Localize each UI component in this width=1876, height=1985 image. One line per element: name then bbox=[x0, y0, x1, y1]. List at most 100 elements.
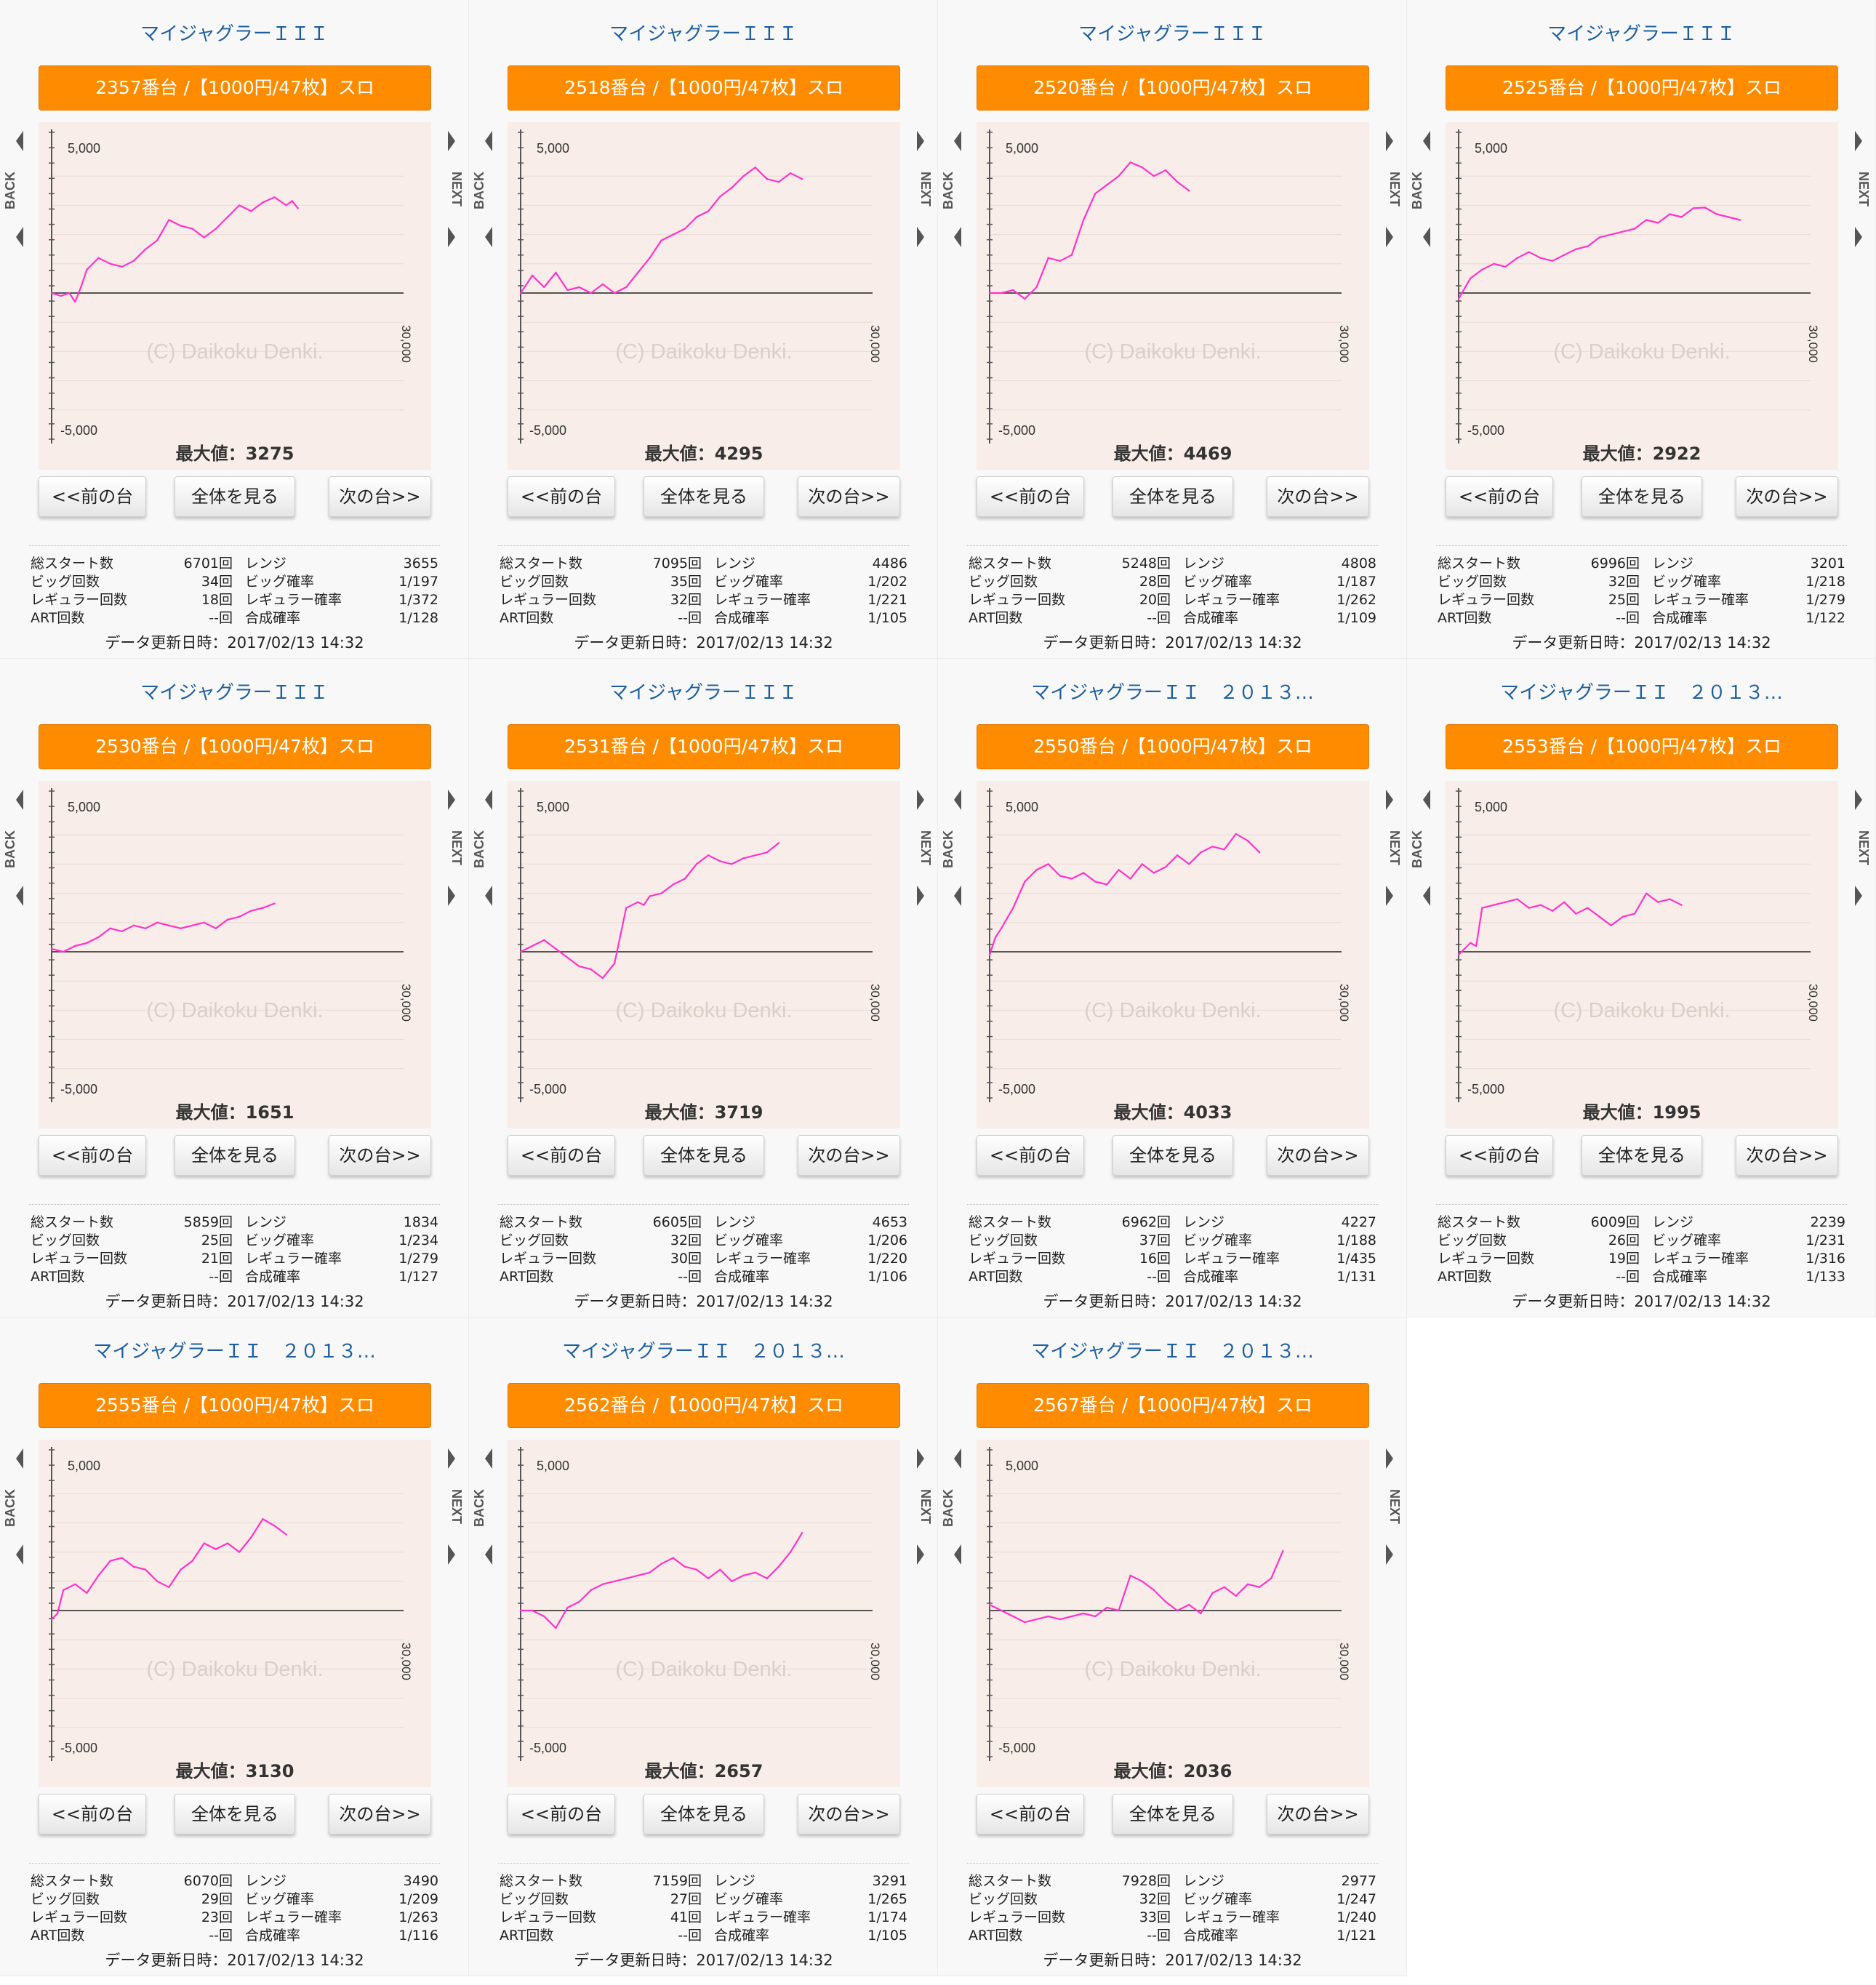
next-machine-button[interactable]: 次の台>> bbox=[1736, 476, 1838, 517]
prev-machine-button[interactable]: <<前の台 bbox=[977, 1794, 1084, 1834]
machine-name[interactable]: マイジャグラーＩＩ ２０１３… bbox=[1031, 682, 1314, 704]
next-control[interactable]: NEXT bbox=[1380, 128, 1402, 266]
unit-banner[interactable]: 2562番台 /【1000円/47枚】スロ bbox=[508, 1383, 900, 1428]
machine-name[interactable]: マイジャグラーＩＩＩ bbox=[140, 682, 329, 704]
next-control[interactable]: NEXT bbox=[1380, 1445, 1402, 1584]
prev-machine-button[interactable]: <<前の台 bbox=[1446, 1135, 1553, 1176]
next-control[interactable]: NEXT bbox=[442, 787, 464, 925]
view-all-button[interactable]: 全体を見る bbox=[1113, 476, 1233, 517]
unit-banner[interactable]: 2525番台 /【1000円/47枚】スロ bbox=[1446, 65, 1838, 111]
unit-banner[interactable]: 2518番台 /【1000円/47枚】スロ bbox=[508, 65, 900, 111]
unit-banner[interactable]: 2553番台 /【1000円/47枚】スロ bbox=[1446, 724, 1838, 769]
prev-machine-button[interactable]: <<前の台 bbox=[508, 1794, 615, 1834]
unit-banner[interactable]: 2520番台 /【1000円/47枚】スロ bbox=[977, 65, 1369, 111]
back-control[interactable]: BACK bbox=[3, 128, 25, 266]
x-tick-end: 30,000 bbox=[868, 984, 882, 1022]
next-control[interactable]: NEXT bbox=[1380, 787, 1402, 925]
unit-banner[interactable]: 2567番台 /【1000円/47枚】スロ bbox=[977, 1383, 1369, 1428]
prev-machine-button[interactable]: <<前の台 bbox=[39, 1135, 146, 1176]
back-control[interactable]: BACK bbox=[1410, 128, 1432, 266]
unit-banner[interactable]: 2550番台 /【1000円/47枚】スロ bbox=[977, 724, 1369, 769]
unit-banner[interactable]: 2530番台 /【1000円/47枚】スロ bbox=[39, 724, 431, 769]
data-point bbox=[1575, 248, 1577, 250]
machine-name[interactable]: マイジャグラーＩＩＩ bbox=[1547, 23, 1736, 45]
machine-name[interactable]: マイジャグラーＩＩＩ bbox=[140, 23, 329, 45]
next-machine-button[interactable]: 次の台>> bbox=[798, 476, 900, 517]
back-control[interactable]: BACK bbox=[472, 787, 494, 925]
view-all-button[interactable]: 全体を見る bbox=[1582, 476, 1702, 517]
view-all-button[interactable]: 全体を見る bbox=[644, 476, 764, 517]
back-control[interactable]: BACK bbox=[3, 1445, 25, 1584]
stat-value-range: 4227 bbox=[1341, 1214, 1376, 1230]
y-tick-bottom: -5,000 bbox=[529, 1741, 566, 1755]
next-control[interactable]: NEXT bbox=[911, 1445, 933, 1584]
next-machine-button[interactable]: 次の台>> bbox=[329, 476, 431, 517]
data-point bbox=[637, 1574, 639, 1576]
back-control[interactable]: BACK bbox=[941, 1445, 963, 1584]
unit-banner[interactable]: 2357番台 /【1000円/47枚】スロ bbox=[39, 65, 431, 111]
stat-label-big-prob: ビッグ確率 bbox=[714, 1891, 784, 1907]
next-machine-button[interactable]: 次の台>> bbox=[329, 1794, 431, 1834]
next-machine-button[interactable]: 次の台>> bbox=[329, 1135, 431, 1176]
machine-name[interactable]: マイジャグラーＩＩ ２０１３… bbox=[1500, 682, 1783, 704]
stat-label-combined-prob: 合成確率 bbox=[714, 1269, 770, 1285]
view-all-button[interactable]: 全体を見る bbox=[644, 1135, 764, 1176]
divider bbox=[1436, 545, 1847, 546]
prev-machine-button[interactable]: <<前の台 bbox=[1446, 476, 1553, 517]
next-machine-button[interactable]: 次の台>> bbox=[798, 1794, 900, 1834]
y-tick-top: 5,000 bbox=[1475, 141, 1507, 156]
prev-machine-button[interactable]: <<前の台 bbox=[508, 1135, 615, 1176]
back-control[interactable]: BACK bbox=[472, 1445, 494, 1584]
data-point bbox=[156, 1580, 159, 1582]
data-point bbox=[1481, 907, 1483, 909]
view-all-button[interactable]: 全体を見る bbox=[1582, 1135, 1702, 1176]
next-control[interactable]: NEXT bbox=[1849, 787, 1871, 925]
machine-name[interactable]: マイジャグラーＩＩＩ bbox=[609, 682, 798, 704]
prev-machine-button[interactable]: <<前の台 bbox=[977, 1135, 1084, 1176]
stat-value-art-count: --回 bbox=[678, 1269, 702, 1285]
next-control[interactable]: NEXT bbox=[442, 128, 464, 266]
prev-machine-button[interactable]: <<前の台 bbox=[39, 476, 146, 517]
back-control[interactable]: BACK bbox=[1410, 787, 1432, 925]
prev-machine-button[interactable]: <<前の台 bbox=[508, 476, 615, 517]
next-control[interactable]: NEXT bbox=[1849, 128, 1871, 266]
back-control[interactable]: BACK bbox=[941, 787, 963, 925]
data-point bbox=[719, 196, 721, 198]
view-all-button[interactable]: 全体を見る bbox=[175, 476, 295, 517]
next-control[interactable]: NEXT bbox=[911, 787, 933, 925]
next-machine-button[interactable]: 次の台>> bbox=[1267, 1135, 1369, 1176]
updated-label: データ更新日時： bbox=[1043, 1293, 1166, 1310]
unit-banner[interactable]: 2531番台 /【1000円/47枚】スロ bbox=[508, 724, 900, 769]
next-control[interactable]: NEXT bbox=[442, 1445, 464, 1584]
view-all-button[interactable]: 全体を見る bbox=[644, 1794, 764, 1834]
machine-name[interactable]: マイジャグラーＩＩＩ bbox=[609, 23, 798, 45]
back-arrows-icon bbox=[1423, 131, 1430, 247]
machine-name[interactable]: マイジャグラーＩＩ ２０１３… bbox=[1031, 1341, 1314, 1363]
machine-name[interactable]: マイジャグラーＩＩ ２０１３… bbox=[562, 1341, 845, 1363]
next-label: NEXT bbox=[918, 1489, 933, 1525]
view-all-button[interactable]: 全体を見る bbox=[1113, 1794, 1233, 1834]
stat-label-big-count: ビッグ回数 bbox=[500, 1891, 569, 1907]
view-all-button[interactable]: 全体を見る bbox=[175, 1794, 295, 1834]
stat-value-combined-prob: 1/105 bbox=[867, 1928, 907, 1944]
next-machine-button[interactable]: 次の台>> bbox=[1267, 1794, 1369, 1834]
stat-label-reg-count: レギュラー回数 bbox=[31, 592, 128, 608]
next-control[interactable]: NEXT bbox=[911, 128, 933, 266]
view-all-button[interactable]: 全体を見る bbox=[175, 1135, 295, 1176]
unit-banner[interactable]: 2555番台 /【1000円/47枚】スロ bbox=[39, 1383, 431, 1428]
machine-name[interactable]: マイジャグラーＩＩＩ bbox=[1078, 23, 1267, 45]
next-machine-button[interactable]: 次の台>> bbox=[1267, 476, 1369, 517]
back-control[interactable]: BACK bbox=[3, 787, 25, 925]
prev-machine-button[interactable]: <<前の台 bbox=[977, 476, 1084, 517]
view-all-button[interactable]: 全体を見る bbox=[1113, 1135, 1233, 1176]
machine-name[interactable]: マイジャグラーＩＩ ２０１３… bbox=[93, 1341, 376, 1363]
prev-machine-button[interactable]: <<前の台 bbox=[39, 1794, 146, 1834]
y-tick-bottom: -5,000 bbox=[998, 423, 1035, 438]
next-machine-button[interactable]: 次の台>> bbox=[798, 1135, 900, 1176]
back-arrows-icon bbox=[485, 790, 492, 906]
data-point bbox=[250, 210, 252, 212]
stat-value-range: 2977 bbox=[1341, 1873, 1376, 1889]
back-control[interactable]: BACK bbox=[472, 128, 494, 266]
back-control[interactable]: BACK bbox=[941, 128, 963, 266]
next-machine-button[interactable]: 次の台>> bbox=[1736, 1135, 1838, 1176]
